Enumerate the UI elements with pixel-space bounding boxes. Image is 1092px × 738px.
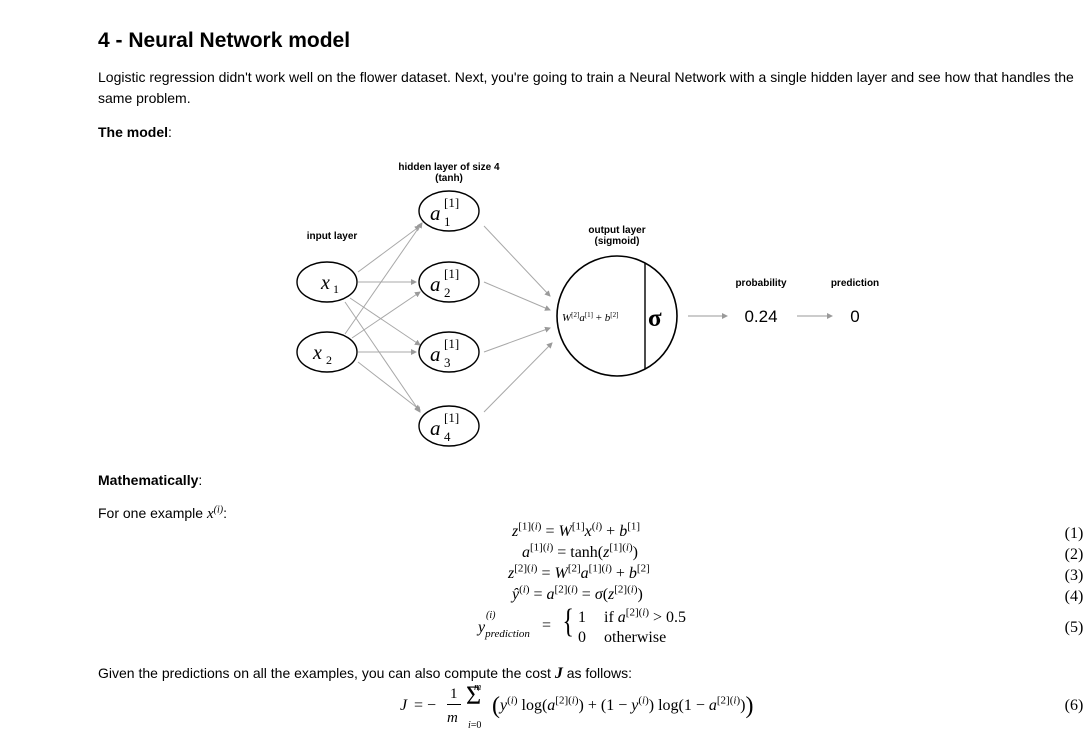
equation-number-6: (6) [1064, 697, 1084, 714]
hidden-node-a3: a [1] 3 [418, 331, 480, 373]
equation-number-4: (4) [1064, 588, 1084, 605]
probability-label: probability [735, 278, 787, 289]
input-hidden-connections [344, 222, 423, 413]
svg-text:x: x [320, 272, 330, 294]
svg-text:1: 1 [444, 214, 451, 229]
svg-text:2: 2 [326, 353, 332, 367]
neural-network-diagram: hidden layer of size 4 (tanh) input laye… [296, 162, 879, 447]
math-label: Mathematically: [98, 472, 203, 488]
cost-text: Given the predictions on all the example… [98, 665, 555, 681]
piece-otherwise: otherwise [604, 629, 667, 646]
model-label-text: The model [98, 124, 169, 140]
svg-text:[1]: [1] [444, 266, 459, 281]
output-layer-title: output layer [588, 225, 645, 236]
svg-text:2: 2 [444, 285, 451, 300]
svg-text:[1]: [1] [444, 410, 459, 425]
svg-text:W[2]a[1] + b[2]: W[2]a[1] + b[2] [562, 311, 618, 324]
equation-2: a[1](i) = tanh(z[1](i)) [522, 541, 638, 561]
piece-if: if [604, 609, 614, 626]
equation-1: z[1](i) = W[1]x(i) + b[1] [512, 520, 641, 540]
section-title: 4 - Neural Network model [98, 29, 351, 52]
svg-text:[1]: [1] [444, 195, 459, 210]
hidden-layer-activation: (tanh) [435, 173, 463, 184]
input-node-x2: x 2 [296, 331, 358, 373]
input-node-x1: x 1 [296, 261, 358, 303]
svg-text:x: x [312, 342, 322, 364]
svg-text:σ: σ [648, 305, 662, 332]
svg-text:a: a [430, 342, 441, 366]
math-label-text: Mathematically [98, 472, 199, 488]
svg-text:3: 3 [444, 355, 451, 370]
hidden-output-connections [483, 225, 553, 413]
example-prefix: For one example [98, 505, 207, 521]
output-node: W[2]a[1] + b[2] σ [556, 255, 678, 377]
equation-number-5: (5) [1064, 619, 1084, 636]
prediction-label: prediction [831, 278, 879, 289]
svg-text:a: a [430, 201, 441, 225]
input-layer-title: input layer [307, 231, 358, 242]
equation-3: z[2](i) = W[2]a[1](i) + b[2] [508, 562, 650, 582]
svg-text:a: a [430, 272, 441, 296]
hidden-node-a2: a [1] 2 [418, 261, 480, 303]
svg-text:a: a [430, 416, 441, 440]
piece-threshold: > 0.5 [653, 609, 687, 626]
svg-text:[1]: [1] [444, 336, 459, 351]
cost-line: Given the predictions on all the example… [98, 665, 633, 682]
model-label: The model: [98, 124, 172, 140]
example-line: For one example x(i): [98, 504, 227, 522]
svg-text:4: 4 [444, 429, 451, 444]
svg-text:1: 1 [333, 282, 339, 296]
hidden-node-a1: a [1] 1 [418, 190, 480, 232]
hidden-node-a4: a [1] 4 [418, 405, 480, 447]
equation-number-2: (2) [1064, 546, 1084, 563]
output-layer-activation: (sigmoid) [595, 236, 640, 247]
equation-4: ŷ(i) = a[2](i) = σ(z[2](i)) [512, 583, 643, 603]
probability-value: 0.24 [744, 307, 777, 326]
intro-paragraph: Logistic regression didn't work well on … [98, 69, 1074, 106]
equation-6: J = − 1 m m Σ i=0 (y(i) log(a[2](i)) + (… [400, 681, 754, 731]
prediction-value: 0 [850, 307, 859, 326]
equation-number-1: (1) [1064, 525, 1084, 542]
hidden-layer-title: hidden layer of size 4 [398, 162, 500, 173]
equation-number-3: (3) [1064, 567, 1084, 584]
